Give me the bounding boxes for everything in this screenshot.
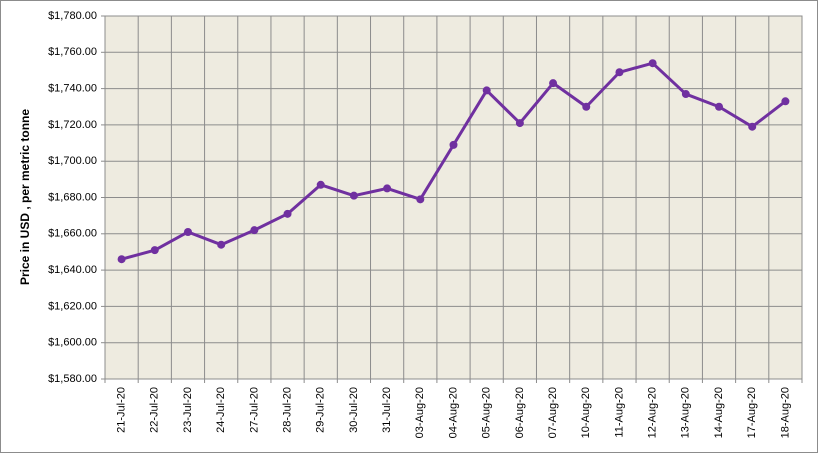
x-tick-label: 04-Aug-20 bbox=[447, 387, 459, 438]
point bbox=[250, 226, 259, 235]
y-tick-label: $1,640.00 bbox=[48, 264, 97, 276]
plot-frame bbox=[104, 15, 803, 380]
x-tick-label: 22-Jul-20 bbox=[149, 387, 161, 433]
point bbox=[549, 79, 558, 88]
x-tick-label: 06-Aug-20 bbox=[514, 387, 526, 438]
x-tick-label: 07-Aug-20 bbox=[547, 387, 559, 438]
x-tick-label: 21-Jul-20 bbox=[116, 387, 128, 433]
y-tick-label: $1,720.00 bbox=[48, 119, 97, 131]
point bbox=[615, 68, 624, 77]
y-tick-label: $1,580.00 bbox=[48, 373, 97, 385]
x-tick-label: 10-Aug-20 bbox=[580, 387, 592, 438]
x-tick-label: 31-Jul-20 bbox=[381, 387, 393, 433]
y-tick-label: $1,780.00 bbox=[48, 10, 97, 22]
y-tick-label: $1,740.00 bbox=[48, 83, 97, 95]
x-tick-label: 12-Aug-20 bbox=[647, 387, 659, 438]
x-tick-label: 29-Jul-20 bbox=[315, 387, 327, 433]
x-tick-label: 28-Jul-20 bbox=[281, 387, 293, 433]
point bbox=[416, 195, 425, 204]
x-tick-label: 27-Jul-20 bbox=[248, 387, 260, 433]
y-axis-title: Price in USD , per metric tonne bbox=[18, 109, 32, 285]
y-tick-label: $1,700.00 bbox=[48, 155, 97, 167]
point bbox=[582, 102, 591, 111]
point bbox=[648, 59, 657, 68]
point bbox=[715, 102, 724, 111]
y-tick-label: $1,620.00 bbox=[48, 300, 97, 312]
point bbox=[150, 246, 159, 255]
point bbox=[748, 122, 757, 131]
y-tick-label: $1,680.00 bbox=[48, 191, 97, 203]
x-tick-label: 24-Jul-20 bbox=[215, 387, 227, 433]
point bbox=[316, 180, 325, 189]
point bbox=[383, 184, 392, 193]
point bbox=[217, 240, 226, 249]
point bbox=[117, 255, 126, 264]
x-tick-label: 13-Aug-20 bbox=[680, 387, 692, 438]
y-tick-label: $1,600.00 bbox=[48, 337, 97, 349]
y-tick-label: $1,660.00 bbox=[48, 228, 97, 240]
x-tick-label: 05-Aug-20 bbox=[481, 387, 493, 438]
x-tick-label: 17-Aug-20 bbox=[746, 387, 758, 438]
y-tick-label: $1,760.00 bbox=[48, 46, 97, 58]
point bbox=[349, 191, 358, 200]
x-tick-label: 11-Aug-20 bbox=[613, 387, 625, 438]
x-tick-label: 30-Jul-20 bbox=[348, 387, 360, 433]
point bbox=[681, 90, 690, 99]
x-tick-label: 14-Aug-20 bbox=[713, 387, 725, 438]
point bbox=[183, 227, 192, 236]
x-tick-label: 03-Aug-20 bbox=[414, 387, 426, 438]
point bbox=[482, 86, 491, 95]
point bbox=[515, 119, 524, 128]
point bbox=[449, 140, 458, 149]
x-tick-label: 23-Jul-20 bbox=[182, 387, 194, 433]
point bbox=[781, 97, 790, 106]
point bbox=[283, 209, 292, 218]
x-tick-label: 18-Aug-20 bbox=[779, 387, 791, 438]
